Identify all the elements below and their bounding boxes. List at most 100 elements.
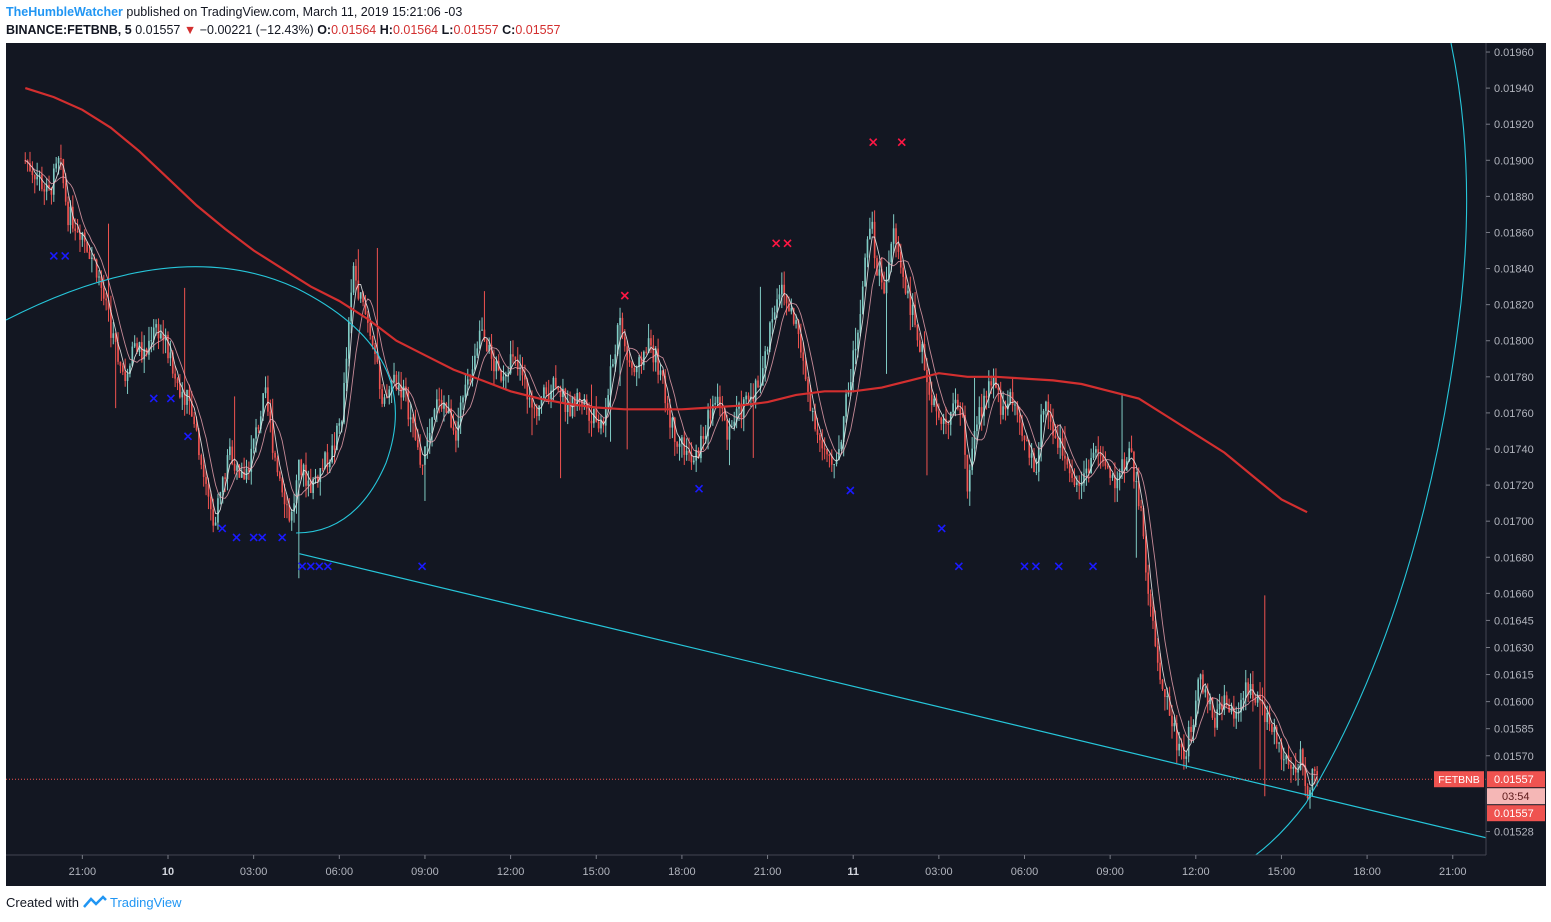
candle-body (985, 395, 988, 398)
candle-body (669, 408, 671, 428)
candle-body (790, 308, 793, 312)
candle-body (888, 262, 890, 280)
candle-body (233, 463, 236, 471)
symbol-name[interactable]: BINANCE:FETBNB, 5 (6, 23, 132, 37)
candle-body (588, 408, 590, 421)
candle-body (52, 168, 55, 195)
candle-body (214, 522, 217, 526)
candle-body (143, 348, 146, 360)
candle-body (1114, 475, 1116, 489)
candle-body (614, 354, 617, 365)
candle-body (1166, 695, 1169, 697)
candle-body (76, 230, 79, 233)
candle-body (640, 357, 643, 366)
price-chart[interactable]: 0.01960 0.01940 0.01920 0.01900 0.01880 0.018… (6, 43, 1546, 886)
candle-body (1173, 723, 1176, 727)
candle-body (347, 321, 350, 359)
candle-body (407, 390, 410, 420)
candle-body (861, 286, 864, 315)
candle-body (899, 251, 902, 268)
candle-body (626, 346, 629, 361)
candle-body (697, 450, 700, 459)
author-link[interactable]: TheHumbleWatcher (6, 5, 123, 19)
candle-body (33, 175, 36, 180)
candle-body (1204, 689, 1207, 693)
candle-body (1256, 695, 1259, 703)
candle-body (1004, 406, 1007, 410)
candle-body (69, 206, 72, 226)
buy-marker (232, 533, 241, 542)
candle-body (1261, 700, 1264, 705)
candle-body (873, 221, 876, 259)
candle-body (621, 317, 624, 338)
candle-body (50, 187, 53, 195)
candle-body (200, 455, 203, 465)
candle-body (152, 327, 155, 341)
candle-body (819, 434, 821, 441)
candle-body (590, 420, 593, 424)
candle-body (802, 352, 805, 361)
candle-body (276, 457, 279, 473)
candle-body (1052, 421, 1054, 436)
candle-body (333, 445, 336, 450)
candle-body (72, 206, 74, 229)
candle-body (690, 453, 693, 463)
candle-body (1178, 743, 1180, 751)
candle-body (433, 409, 436, 418)
candle-body (678, 443, 681, 447)
candle-body (438, 399, 441, 401)
candle-body (938, 411, 940, 418)
candle-body (102, 287, 105, 299)
candle-body (1092, 452, 1095, 458)
candle-body (512, 354, 514, 357)
candle-body (909, 290, 912, 315)
candle-body (1145, 536, 1147, 573)
candle-body (74, 228, 77, 231)
candle-body (397, 385, 400, 390)
buy-marker (49, 251, 58, 260)
candle-body (471, 369, 474, 381)
chart-pane[interactable]: 0.01960 0.01940 0.01920 0.01900 0.01880 0.018… (6, 43, 1546, 886)
candle-body (866, 239, 869, 258)
candle-body (160, 333, 162, 339)
candle-body (978, 407, 981, 425)
candle-body (1268, 712, 1271, 725)
candle-body (864, 257, 866, 287)
candle-body (947, 423, 950, 425)
candle-body (252, 438, 255, 449)
candle-body (569, 402, 571, 417)
candle-body (217, 498, 219, 523)
candle-body (647, 338, 650, 353)
time-tick-label: 06:00 (1011, 866, 1039, 878)
price-tick-label: 0.01900 (1494, 155, 1534, 167)
symbol-price-tag-label: FETBNB (1438, 774, 1479, 786)
candle-body (110, 309, 112, 338)
candle-body (1035, 471, 1038, 473)
candle-body (702, 435, 705, 439)
tradingview-brand[interactable]: TradingView (110, 895, 182, 910)
price-tick-label: 0.01600 (1494, 697, 1534, 709)
candle-body (79, 232, 81, 240)
candle-body (645, 351, 648, 353)
publish-line: TheHumbleWatcher published on TradingVie… (6, 5, 462, 19)
time-tick-label: 12:00 (497, 866, 525, 878)
candle-body (462, 397, 464, 403)
candle-body (566, 402, 569, 413)
candle-body (507, 373, 510, 375)
candle-body (1154, 620, 1157, 647)
candle-body (521, 367, 524, 376)
candle-body (288, 505, 291, 521)
candle-body (859, 314, 862, 333)
candle-body (609, 366, 612, 396)
candle-body (226, 455, 229, 479)
time-tick-label: 12:00 (1182, 866, 1210, 878)
candle-body (714, 403, 717, 405)
sell-marker (897, 138, 906, 147)
symbol-line: BINANCE:FETBNB, 5 0.01557 ▼ −0.00221 (−1… (6, 23, 561, 37)
time-tick-label: 21:00 (69, 866, 97, 878)
candle-body (243, 472, 245, 480)
candle-body (41, 174, 43, 190)
candle-body (450, 408, 452, 428)
candle-body (559, 389, 562, 398)
candle-body (623, 337, 626, 347)
